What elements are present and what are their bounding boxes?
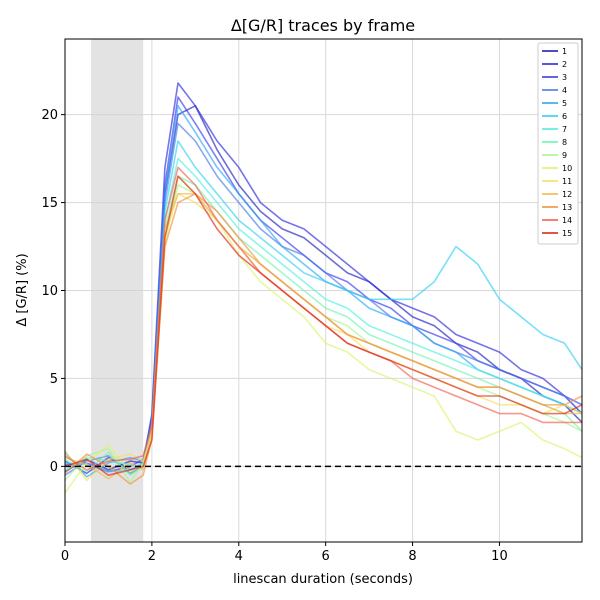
y-tick-label: 0 [50, 460, 58, 475]
y-tick-label: 10 [41, 284, 58, 299]
legend-label-3: 3 [562, 73, 567, 82]
legend-label-6: 6 [562, 112, 567, 121]
x-tick-label: 10 [491, 549, 508, 564]
legend-box [537, 42, 579, 245]
chart-title: Δ[G/R] traces by frame [231, 16, 415, 35]
legend-label-7: 7 [562, 125, 567, 134]
legend-label-10: 10 [562, 164, 572, 173]
legend-label-15: 15 [562, 229, 572, 238]
x-tick-label: 4 [235, 549, 243, 564]
x-tick-label: 0 [61, 549, 69, 564]
axis-ticks: 0 2 4 6 8 10 0 5 10 15 20 [41, 108, 507, 564]
y-tick-label: 15 [41, 196, 58, 211]
x-tick-label: 6 [322, 549, 330, 564]
x-axis-label: linescan duration (seconds) [233, 572, 413, 587]
y-tick-label: 20 [41, 108, 58, 123]
series-line-15 [64, 175, 583, 477]
legend-label-5: 5 [562, 99, 567, 108]
legend-label-13: 13 [562, 203, 572, 212]
y-tick-label: 5 [50, 372, 58, 387]
legend-label-8: 8 [562, 138, 567, 147]
legend-label-1: 1 [562, 47, 567, 56]
series-line-13 [64, 193, 583, 485]
legend-label-2: 2 [562, 60, 567, 69]
legend-label-14: 14 [562, 216, 572, 225]
gridlines [64, 39, 582, 542]
y-axis-label: Δ [G/R] (%) [15, 253, 30, 326]
x-tick-label: 2 [148, 549, 156, 564]
legend-label-12: 12 [562, 190, 572, 199]
legend-label-11: 11 [562, 177, 572, 186]
x-tick-label: 8 [408, 549, 416, 564]
series-lines [64, 82, 583, 494]
legend-label-9: 9 [562, 151, 567, 160]
legend-label-4: 4 [562, 86, 567, 95]
